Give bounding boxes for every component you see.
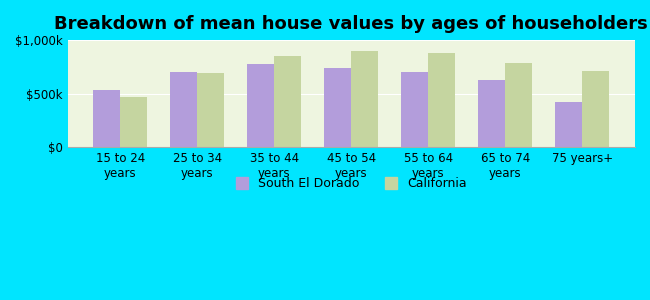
Bar <box>248 64 274 147</box>
Bar <box>555 102 582 147</box>
Bar <box>170 72 198 147</box>
Bar <box>94 90 120 147</box>
Bar <box>582 71 609 147</box>
Bar <box>120 97 148 147</box>
Bar <box>428 53 455 147</box>
Bar <box>274 56 301 147</box>
Bar <box>478 80 505 147</box>
Bar <box>324 68 351 147</box>
Title: Breakdown of mean house values by ages of householders: Breakdown of mean house values by ages o… <box>55 15 648 33</box>
Bar <box>351 51 378 147</box>
Bar <box>505 63 532 147</box>
Bar <box>401 72 428 147</box>
Legend: South El Dorado, California: South El Dorado, California <box>229 171 473 196</box>
Bar <box>198 73 224 147</box>
